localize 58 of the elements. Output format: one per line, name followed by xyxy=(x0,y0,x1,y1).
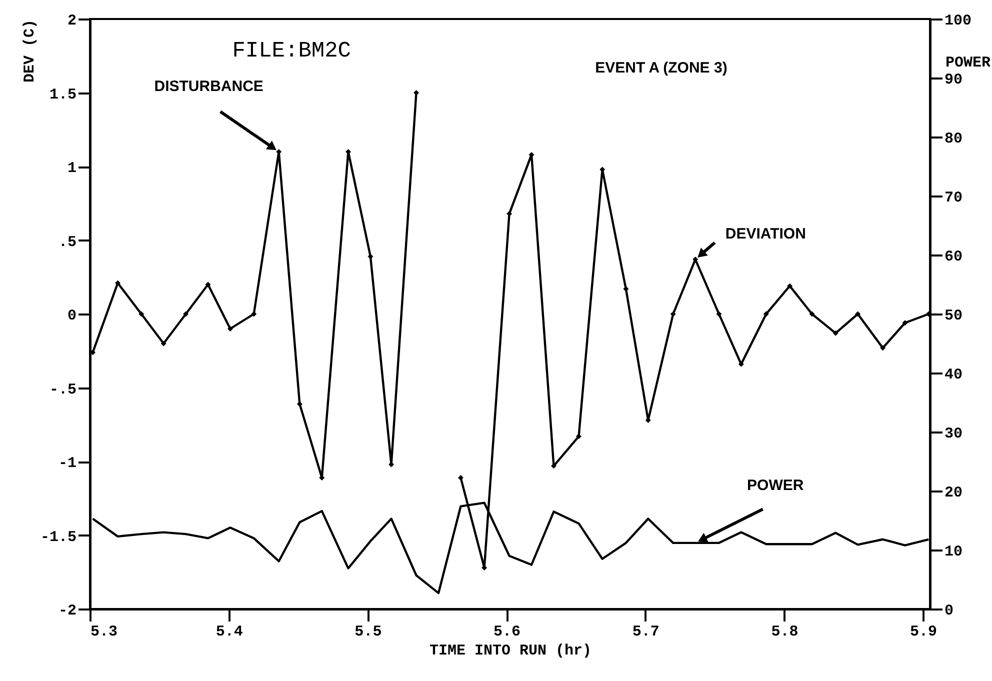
point xyxy=(368,254,374,260)
point xyxy=(670,311,676,317)
y2-axis-title: POWER xyxy=(945,54,990,72)
y2-tick-label: 90 xyxy=(944,72,963,88)
y2-tick-label: 30 xyxy=(944,426,963,442)
point xyxy=(787,283,793,289)
y2-tick-label: 10 xyxy=(944,544,963,560)
point xyxy=(205,282,211,288)
x-axis-title: TIME INTO RUN (hr) xyxy=(429,642,592,660)
point xyxy=(716,311,722,317)
y2-tick-label: 80 xyxy=(944,130,963,148)
point xyxy=(809,311,815,317)
x-tick-label: 5.7 xyxy=(632,624,660,640)
y2-tick-label: 40 xyxy=(944,366,963,384)
y2-tick-label: 20 xyxy=(944,484,963,502)
y-tick-label: .5 xyxy=(58,234,76,251)
x-tick-label: 5.4 xyxy=(216,624,243,640)
y-tick-label: -1.5 xyxy=(40,528,76,546)
y2-tick-label: 60 xyxy=(944,248,963,266)
annotation: DISTURBANCE xyxy=(154,78,264,95)
point xyxy=(458,474,464,480)
y-tick-label: 2 xyxy=(67,12,76,30)
text: POWER xyxy=(747,476,804,494)
point xyxy=(763,311,769,317)
y-tick-label: 1.5 xyxy=(49,86,76,104)
y-tick-label: 0 xyxy=(67,308,76,324)
point xyxy=(832,330,838,336)
x-tick-label: 5.3 xyxy=(90,624,118,640)
y-tick-label: -2 xyxy=(58,602,76,620)
annotation: FILE:BM2C xyxy=(232,38,352,64)
point xyxy=(506,210,512,216)
point xyxy=(855,311,861,317)
y2-tick-label: 70 xyxy=(944,190,963,206)
y-tick-label: -1 xyxy=(58,455,76,472)
point xyxy=(138,311,144,317)
y2-tick-label: 100 xyxy=(944,12,972,30)
point xyxy=(414,90,420,96)
y2-tick-label: 50 xyxy=(944,308,963,324)
point xyxy=(880,345,886,351)
text: DEVIATION xyxy=(725,225,806,242)
point xyxy=(251,311,257,317)
x-tick-label: 5.5 xyxy=(354,624,382,640)
point xyxy=(576,434,582,440)
point xyxy=(183,311,189,317)
point xyxy=(902,320,908,326)
y-tick-label: 1 xyxy=(67,160,76,177)
point xyxy=(623,286,629,292)
point xyxy=(115,280,121,286)
x-tick-label: 5.6 xyxy=(494,624,521,640)
point xyxy=(227,326,233,332)
y-axis-title: DEV (C) xyxy=(21,20,38,83)
x-tick-label: 5.8 xyxy=(771,624,798,640)
annotation: EVENT A (ZONE 3) xyxy=(595,59,728,76)
y2-tick-label: 0 xyxy=(944,602,954,620)
point xyxy=(738,361,744,367)
x-tick-label: 5.9 xyxy=(910,624,938,640)
point xyxy=(160,340,166,346)
y-tick-label: -.5 xyxy=(49,381,76,398)
